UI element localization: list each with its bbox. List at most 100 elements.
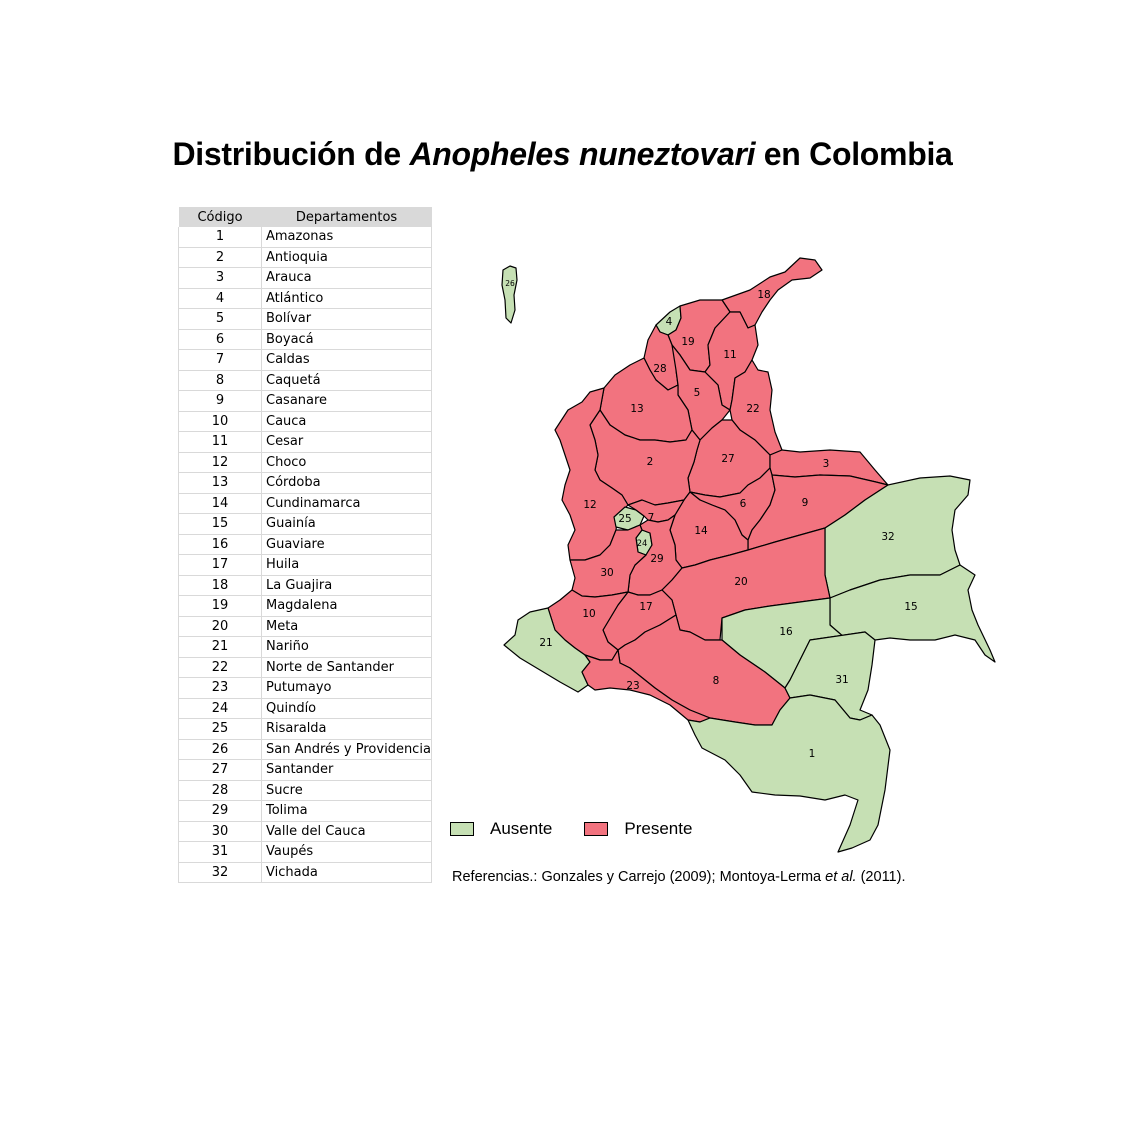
references-prefix: Referencias.: Gonzales y Carrejo (2009);… [452,869,826,885]
label-24: 24 [637,539,648,549]
references-text: Referencias.: Gonzales y Carrejo (2009);… [452,869,905,885]
table-row: 5 Bolívar [178,308,432,330]
label-4: 4 [666,316,673,328]
row-department: Risaralda [261,718,432,740]
label-10: 10 [582,608,595,620]
row-code: 10 [178,411,262,432]
row-department: San Andrés y Providencia [261,739,432,760]
table-row: 9 Casanare [178,390,432,412]
row-code: 17 [178,554,262,576]
row-code: 29 [178,800,262,822]
table-row: 13 Córdoba [178,472,432,494]
title-suffix: en Colombia [755,136,953,172]
row-code: 16 [178,534,262,555]
legend-absent-swatch [450,822,474,836]
row-department: Vichada [261,862,432,883]
table-row: 1 Amazonas [178,227,432,248]
row-department: Quindío [261,698,432,719]
row-code: 26 [178,739,262,760]
legend-present-label: Presente [624,819,693,838]
row-code: 14 [178,493,262,514]
table-row: 12 Choco [178,452,432,473]
label-20: 20 [734,576,747,588]
dept-1-amazonas [687,694,891,853]
label-32: 32 [881,531,894,543]
row-code: 31 [178,841,262,863]
label-7: 7 [648,512,655,524]
title-prefix: Distribución de [172,136,410,172]
row-department: Sucre [261,780,432,801]
row-department: Valle del Cauca [261,821,432,842]
row-department: Huila [261,554,432,576]
row-department: Casanare [261,390,432,412]
table-row: 11 Cesar [178,431,432,453]
table-row: 16 Guaviare [178,534,432,555]
row-department: Guaviare [261,534,432,555]
row-code: 32 [178,862,262,883]
row-department: Guainía [261,513,432,535]
table-row: 32 Vichada [178,862,432,883]
table-row: 17 Huila [178,554,432,576]
legend-absent: Ausente [450,819,552,839]
row-department: Cundinamarca [261,493,432,514]
row-department: Norte de Santander [261,657,432,678]
row-department: Antioquia [261,247,432,268]
row-code: 15 [178,513,262,535]
row-code: 30 [178,821,262,842]
table-row: 30 Valle del Cauca [178,821,432,842]
row-department: Bolívar [261,308,432,330]
label-22: 22 [746,403,759,415]
title-species: Anopheles nuneztovari [409,136,756,172]
label-11: 11 [723,349,736,361]
table-row: 10 Cauca [178,411,432,432]
references-suffix: (2011). [856,869,906,885]
label-5: 5 [694,387,701,399]
legend-absent-label: Ausente [490,819,553,838]
row-code: 25 [178,718,262,740]
row-department: Putumayo [261,677,432,699]
table-row: 15 Guainía [178,513,432,535]
label-17: 17 [639,601,652,613]
row-department: Boyacá [261,329,432,350]
label-12: 12 [583,499,596,511]
label-8: 8 [713,675,720,687]
row-department: Santander [261,759,432,781]
table-row: 31 Vaupés [178,841,432,863]
legend-present: Presente [584,819,692,839]
row-code: 3 [178,267,262,289]
table-row: 18 La Guajira [178,575,432,596]
references-etal: et al. [825,869,857,885]
header-code: Código [178,207,262,227]
row-department: La Guajira [261,575,432,596]
row-code: 2 [178,247,262,268]
label-14: 14 [694,525,708,537]
table-row: 20 Meta [178,616,432,637]
legend-present-swatch [584,822,609,836]
table-row: 7 Caldas [178,349,432,371]
row-code: 28 [178,780,262,801]
label-15: 15 [904,601,917,613]
header-department: Departamentos [261,207,432,227]
row-code: 12 [178,452,262,473]
label-16: 16 [779,626,793,638]
row-code: 24 [178,698,262,719]
label-19: 19 [681,336,694,348]
row-department: Cesar [261,431,432,453]
label-3: 3 [823,458,830,470]
row-department: Arauca [261,267,432,289]
label-27: 27 [721,453,734,465]
table-row: 14 Cundinamarca [178,493,432,514]
label-18: 18 [757,289,770,301]
table-row: 24 Quindío [178,698,432,719]
label-31: 31 [835,674,848,686]
row-code: 21 [178,636,262,658]
row-code: 6 [178,329,262,350]
department-code-table: Código Departamentos 1 Amazonas 2 Antioquia… [178,207,432,883]
table-row: 27 Santander [178,759,432,781]
dept-26-san-andres [501,265,518,324]
row-department: Amazonas [261,227,432,248]
row-code: 4 [178,288,262,309]
row-code: 18 [178,575,262,596]
row-department: Nariño [261,636,432,658]
